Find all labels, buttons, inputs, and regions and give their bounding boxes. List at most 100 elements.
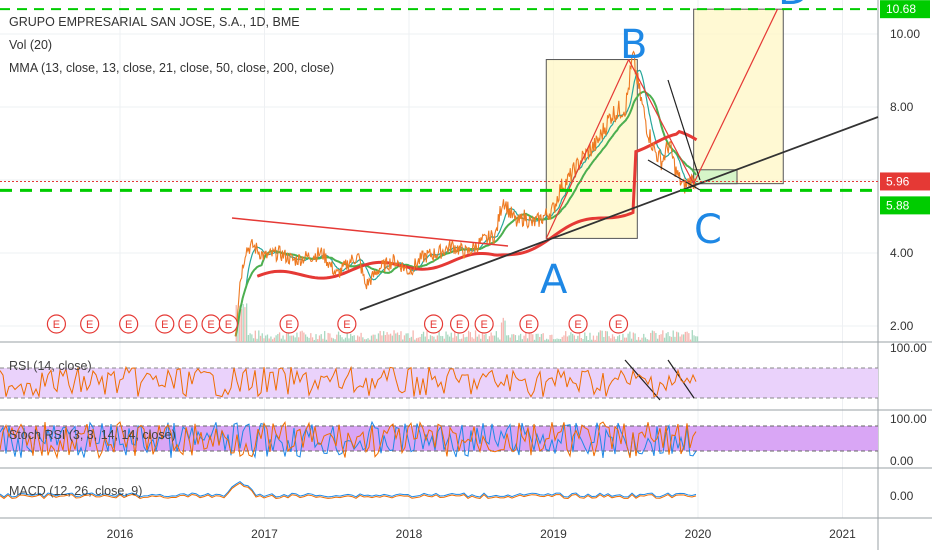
volume-bar: [402, 339, 404, 342]
volume-bar: [261, 333, 263, 342]
volume-bar: [625, 337, 628, 342]
volume-bar: [514, 335, 517, 342]
volume-bar: [629, 331, 631, 342]
resistance-line: [231, 217, 509, 247]
earnings-marker-8[interactable]: [337, 314, 357, 334]
volume-bar: [606, 331, 608, 342]
volume-bar: [488, 336, 491, 342]
volume-bar: [622, 333, 624, 342]
volume-bar: [511, 334, 513, 342]
volume-bar: [287, 330, 289, 342]
volume-bar: [610, 338, 612, 342]
volume-bar: [249, 333, 251, 342]
earnings-marker-7[interactable]: [279, 314, 299, 334]
volume-bar: [615, 339, 617, 342]
earnings-marker-text: E: [456, 319, 463, 331]
horizontal-levels[interactable]: [0, 8, 878, 192]
volume-bar: [459, 339, 461, 342]
earnings-marker-2[interactable]: [119, 314, 139, 334]
volume-bar: [410, 336, 413, 342]
volume-bar: [601, 330, 603, 342]
volume-bar: [370, 335, 373, 342]
volume-bar: [429, 335, 432, 342]
volume-bar: [376, 338, 378, 342]
stoch-pane-title: Stoch RSI (3, 3, 14, 14, close): [9, 428, 176, 442]
volume-bar: [343, 339, 345, 342]
volume-bar: [667, 332, 669, 342]
volume-bar: [643, 333, 645, 342]
volume-bar: [691, 330, 693, 342]
volume-bar: [578, 332, 581, 342]
volume-bar: [350, 333, 352, 342]
earnings-marker-6[interactable]: [218, 314, 238, 334]
volume-bar: [558, 338, 560, 342]
volume-bar: [242, 304, 244, 342]
earnings-marker-9[interactable]: [423, 314, 444, 334]
volume-bar: [327, 332, 329, 342]
volume-bar: [372, 334, 374, 342]
earnings-marker-text: E: [574, 319, 581, 331]
volume-bar: [641, 337, 643, 342]
volume-bar: [452, 337, 454, 342]
volume-bar: [594, 339, 596, 342]
volume-bar: [313, 339, 315, 342]
earnings-marker-4[interactable]: [178, 314, 198, 334]
volume-bar: [428, 339, 430, 342]
volume-bar: [544, 339, 546, 342]
volume-bar: [367, 338, 369, 342]
volume-bar: [409, 337, 411, 342]
earnings-marker-10[interactable]: [449, 314, 470, 334]
volume-bar: [351, 335, 354, 342]
earnings-marker-11[interactable]: [474, 314, 494, 334]
volume-legend: Vol (20): [9, 38, 53, 52]
ma-50-line: [234, 90, 697, 337]
macd-pane-title: MACD (12, 26, close, 9): [9, 484, 143, 498]
earnings-marker-3[interactable]: [155, 314, 175, 334]
volume-bar: [639, 339, 641, 342]
rsi-pane-title: RSI (14, close): [9, 359, 92, 373]
volume-bar: [549, 335, 551, 342]
volume-bar: [455, 336, 458, 342]
tag-5-88-bg: [880, 196, 930, 215]
volume-bar: [613, 336, 615, 342]
price-line: [235, 50, 697, 337]
y-tick-label: 4.00: [890, 246, 914, 260]
volume-bar: [689, 339, 692, 342]
volume-bar: [611, 334, 614, 342]
stoch-tick-top: 100.00: [890, 412, 927, 426]
earnings-marker-12[interactable]: [519, 314, 539, 334]
volume-bar: [525, 330, 527, 342]
volume-bar: [339, 335, 341, 342]
time-axis[interactable]: 2016 2017 2018 2019 2020 2021: [107, 527, 857, 541]
price-axis[interactable]: 2.004.006.008.0010.00100.00100.000.000.0…: [890, 27, 927, 503]
volume-bar: [282, 335, 284, 342]
volume-bar: [360, 332, 362, 342]
volume-bar: [454, 331, 456, 342]
volume-bar: [526, 338, 529, 342]
earnings-marker-1[interactable]: [80, 314, 100, 334]
volume-bar: [247, 335, 250, 342]
trend-lines[interactable]: [231, 8, 879, 401]
earnings-marker-13[interactable]: [568, 314, 588, 334]
earnings-marker-14[interactable]: [608, 314, 629, 334]
price-series: [235, 50, 697, 337]
volume-bar: [552, 339, 555, 342]
volume-bar: [568, 335, 570, 342]
volume-bar: [674, 336, 676, 342]
oscillator-lines: [0, 365, 697, 500]
volume-bar: [268, 338, 270, 342]
volume-bar: [311, 337, 314, 342]
volume-bar: [362, 337, 364, 342]
volume-bar: [246, 303, 248, 342]
volume-bar: [396, 332, 399, 342]
volume-bar: [417, 337, 419, 342]
volume-bar: [421, 334, 423, 342]
volume-bar: [584, 332, 586, 342]
earnings-marker-0[interactable]: [46, 314, 67, 334]
volume-bar: [556, 338, 558, 342]
macd-line: [0, 480, 697, 498]
tag-5-88: 5.88: [886, 198, 910, 212]
rsi-trendline-1: [624, 359, 661, 401]
